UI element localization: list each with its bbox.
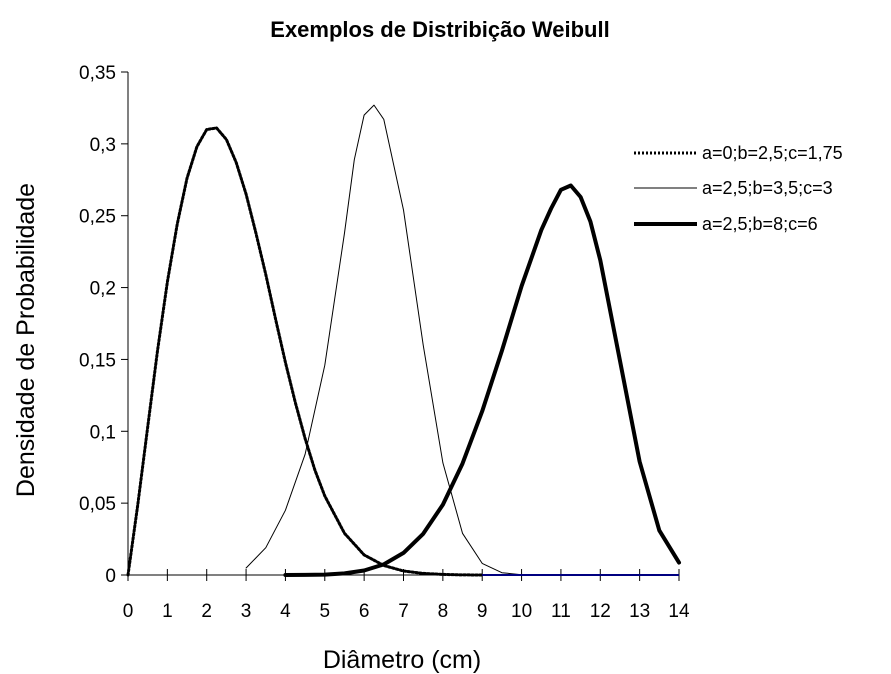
y-tick-label: 0,15 [79,350,116,371]
y-tick-label: 0,05 [79,494,116,515]
legend-label-2: a=2,5;b=3,5;c=3 [702,178,833,198]
y-tick-label: 0 [105,566,116,587]
x-tick-label: 6 [359,601,370,622]
y-axis-label: Densidade de Probabilidade [12,183,40,497]
x-tick-label: 4 [280,601,291,622]
x-axis: 0 1 2 3 4 5 6 7 8 9 10 11 12 13 14 [123,569,690,622]
x-tick-label: 10 [511,601,532,622]
series-line-2 [245,104,523,576]
y-tick-label: 0,2 [90,279,116,300]
x-tick-label: 13 [629,601,650,622]
x-tick-label: 0 [123,601,134,622]
legend-label-3: a=2,5;b=8;c=6 [702,214,818,234]
y-axis: 0 0,05 0,1 0,15 0,2 0,25 0,3 0,35 [79,63,129,587]
y-tick-label: 0,3 [90,135,116,156]
x-tick-label: 5 [319,601,330,622]
x-tick-label: 11 [551,601,571,622]
series-line-1 [126,126,484,577]
x-tick-label: 12 [590,601,611,622]
y-tick-label: 0,25 [79,207,116,228]
x-tick-label: 9 [477,601,488,622]
data-series [126,104,681,577]
x-tick-label: 3 [241,601,252,622]
x-tick-label: 1 [162,601,173,622]
legend-label-1: a=0;b=2,5;c=1,75 [702,143,843,163]
legend: a=0;b=2,5;c=1,75 a=2,5;b=3,5;c=3 a=2,5;b=8… [634,143,843,234]
y-tick-label: 0,35 [79,63,116,84]
y-tick-label: 0,1 [90,422,116,443]
x-tick-label: 2 [201,601,212,622]
x-tick-label: 14 [668,601,690,622]
x-tick-label: 8 [438,601,449,622]
x-axis-label: Diâmetro (cm) [323,646,481,674]
x-tick-label: 7 [398,601,409,622]
series-line-3 [283,183,681,577]
chart-title: Exemplos de Distribição Weibull [270,17,609,42]
